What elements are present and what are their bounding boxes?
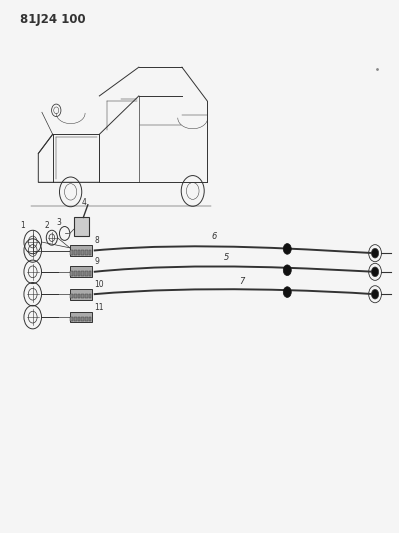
Text: 5: 5	[223, 253, 229, 262]
Bar	[74, 294, 77, 298]
Bar	[70, 266, 92, 277]
Circle shape	[283, 265, 291, 276]
Text: 11: 11	[94, 303, 104, 312]
Bar	[81, 250, 84, 255]
Bar	[70, 250, 73, 255]
Circle shape	[371, 267, 379, 277]
Bar	[70, 271, 73, 276]
Bar	[74, 271, 77, 276]
Bar	[89, 317, 91, 321]
Bar	[77, 317, 80, 321]
Bar	[85, 271, 88, 276]
Bar	[81, 271, 84, 276]
Circle shape	[283, 287, 291, 297]
Bar	[77, 250, 80, 255]
Bar	[77, 271, 80, 276]
Circle shape	[371, 248, 379, 258]
Bar	[70, 289, 92, 300]
Text: 8: 8	[94, 236, 99, 245]
Circle shape	[371, 289, 379, 299]
Text: 9: 9	[94, 257, 99, 266]
Text: 4: 4	[81, 198, 86, 207]
Bar	[70, 312, 92, 322]
Bar	[74, 317, 77, 321]
Bar	[77, 294, 80, 298]
Bar	[81, 317, 84, 321]
Bar	[70, 317, 73, 321]
Bar	[89, 294, 91, 298]
Text: 6: 6	[211, 232, 217, 241]
Text: 1: 1	[20, 221, 25, 230]
Text: 10: 10	[94, 280, 104, 289]
Bar	[74, 217, 89, 236]
Bar	[74, 250, 77, 255]
Text: 2: 2	[45, 221, 49, 230]
Bar	[85, 250, 88, 255]
Circle shape	[283, 244, 291, 254]
Bar	[70, 294, 73, 298]
Text: 7: 7	[239, 277, 245, 286]
Text: 3: 3	[57, 218, 61, 227]
Bar	[89, 271, 91, 276]
Bar	[85, 294, 88, 298]
Bar	[85, 317, 88, 321]
Bar	[89, 250, 91, 255]
Bar	[81, 294, 84, 298]
Text: 81J24 100: 81J24 100	[20, 13, 85, 26]
Bar	[70, 245, 92, 256]
